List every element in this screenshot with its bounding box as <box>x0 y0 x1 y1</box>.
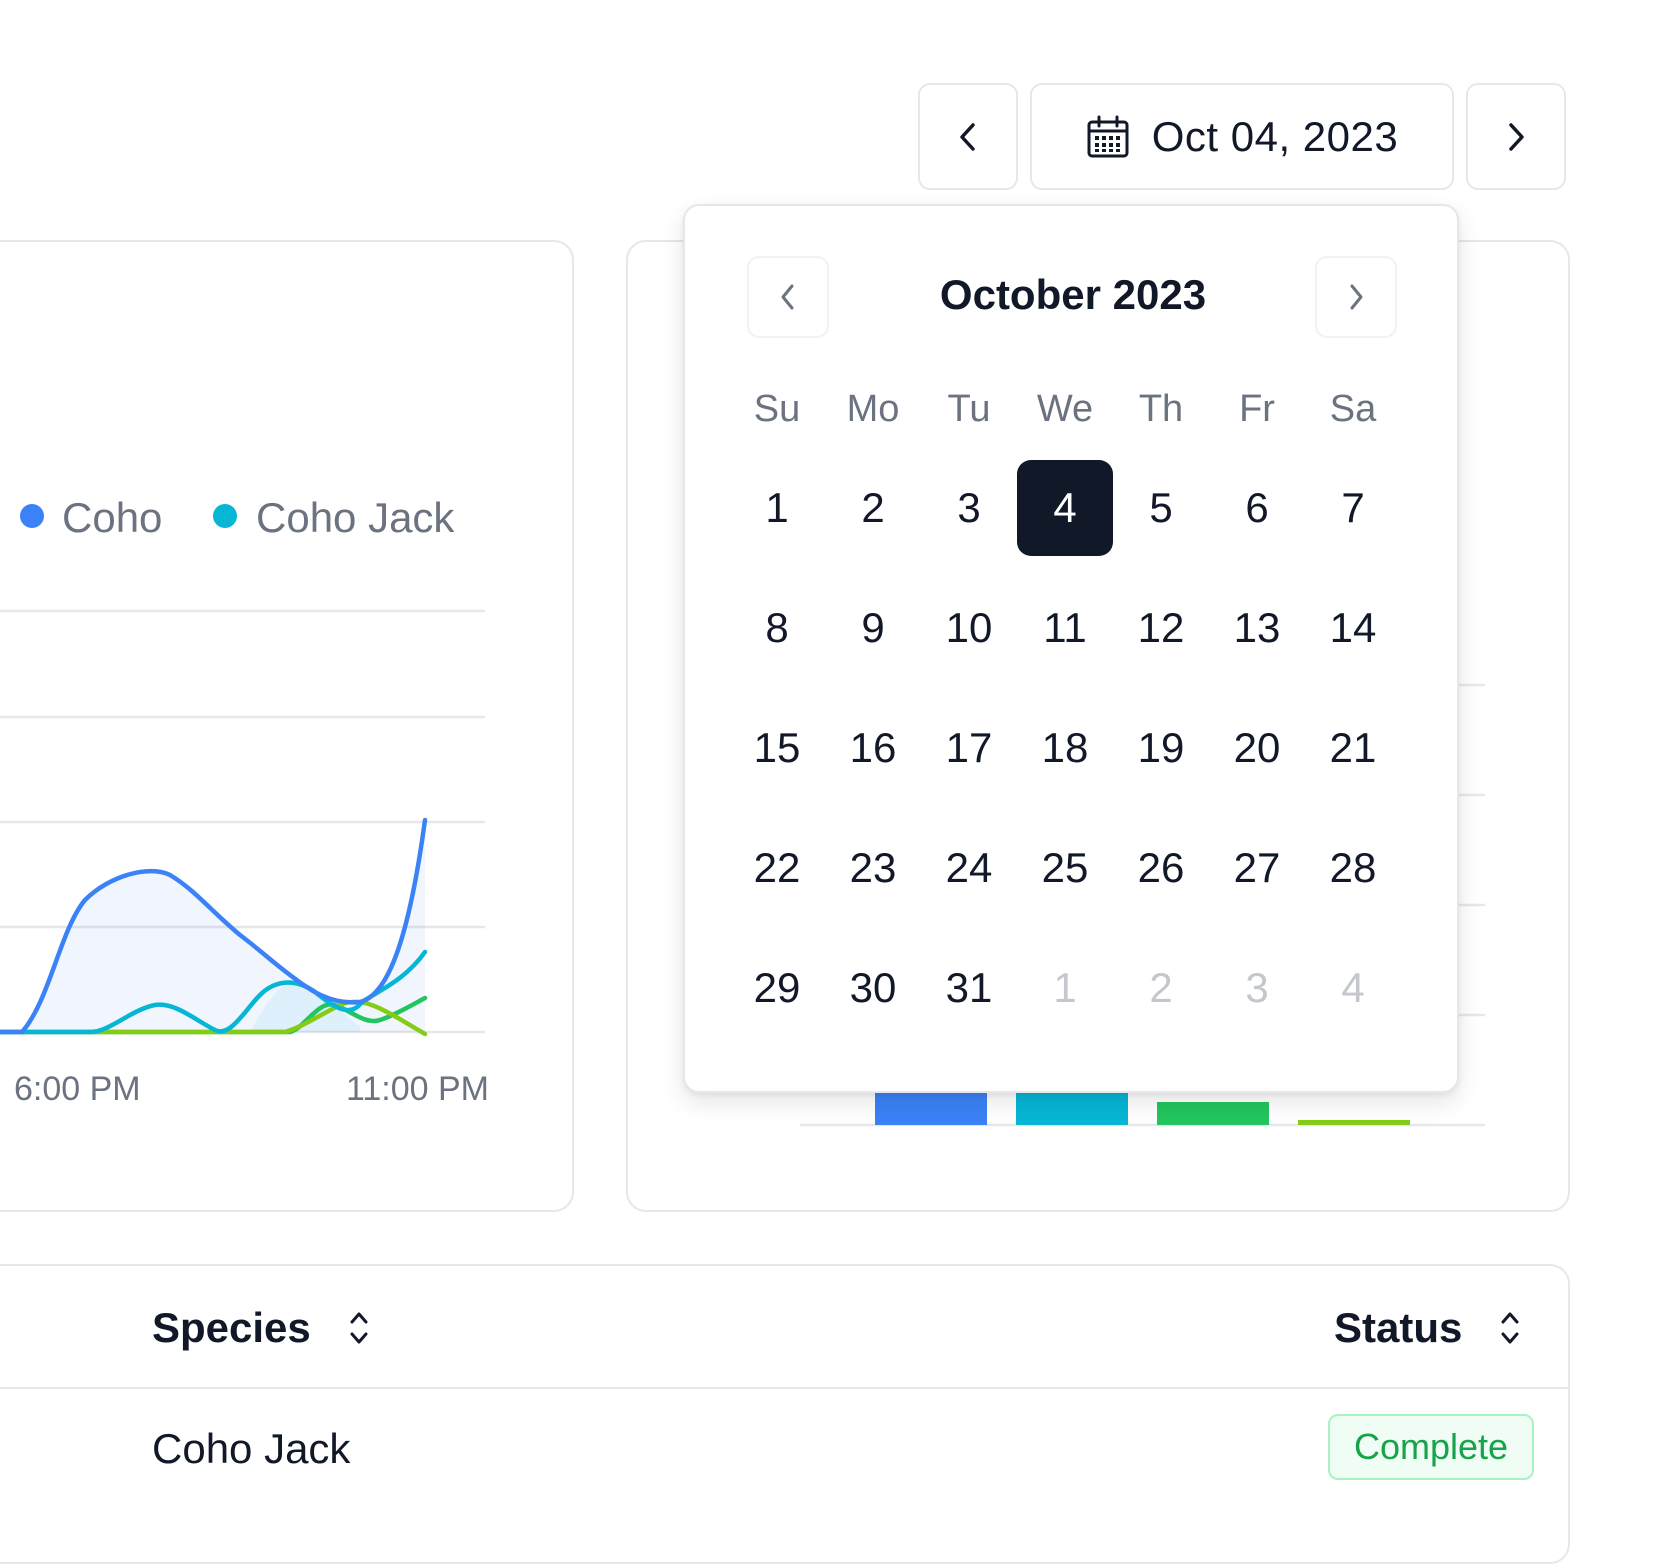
calendar-day-outside-month[interactable]: 4 <box>1341 964 1365 1011</box>
next-day-button[interactable] <box>1466 83 1566 190</box>
status-badge: Complete <box>1328 1414 1534 1480</box>
line-chart-card <box>0 240 574 1212</box>
calendar-day[interactable]: 6 <box>1245 484 1269 531</box>
chevron-left-icon <box>960 122 975 151</box>
calendar-day-outside-month[interactable]: 1 <box>1053 964 1077 1011</box>
legend-dot-coho-jack <box>213 504 237 528</box>
calendar-month-title: October 2023 <box>939 271 1207 318</box>
chevron-left-icon <box>781 284 794 310</box>
species-cell: Coho Jack <box>152 1425 351 1472</box>
weekday-label: Fr <box>1239 388 1275 430</box>
calendar-popover: October 2023 Su Mo Tu We Th Fr Sa 1 2 3 4 5 6 7 8 9 10 1… <box>683 204 1459 1093</box>
calendar-day[interactable]: 19 <box>1137 724 1185 771</box>
prev-day-button[interactable] <box>918 83 1018 190</box>
species-column-header[interactable]: Species <box>152 1307 371 1349</box>
calendar-day[interactable]: 23 <box>849 844 897 891</box>
calendar-day[interactable]: 17 <box>945 724 993 771</box>
sort-icon <box>350 1312 368 1344</box>
weekday-label: Th <box>1138 388 1184 430</box>
calendar-day[interactable]: 27 <box>1233 844 1281 891</box>
calendar-day[interactable]: 25 <box>1041 844 1089 891</box>
legend-label-coho: Coho <box>62 494 163 541</box>
weekday-label: We <box>1036 388 1094 430</box>
calendar-day[interactable]: 10 <box>945 604 993 651</box>
selected-date-label: Oct 04, 2023 <box>1151 112 1399 160</box>
legend-dot-coho <box>20 504 44 528</box>
calendar-day[interactable]: 31 <box>945 964 993 1011</box>
calendar-day[interactable]: 14 <box>1329 604 1377 651</box>
calendar-day[interactable]: 5 <box>1149 484 1173 531</box>
series-line-lime <box>0 999 428 1037</box>
calendar-day[interactable]: 15 <box>753 724 801 771</box>
sort-icon <box>1501 1312 1519 1344</box>
weekday-label: Su <box>753 388 801 430</box>
coho-area <box>0 820 425 1032</box>
calendar-day[interactable]: 11 <box>1043 604 1087 651</box>
legend-label-coho-jack: Coho Jack <box>256 494 455 541</box>
calendar-day[interactable]: 9 <box>861 604 885 651</box>
calendar-day[interactable]: 12 <box>1137 604 1185 651</box>
table-header-divider <box>0 1387 1569 1389</box>
calendar-icon <box>1087 115 1129 157</box>
x-tick-label: 6:00 PM <box>14 1070 141 1108</box>
calendar-day-outside-month[interactable]: 3 <box>1245 964 1269 1011</box>
calendar-day[interactable]: 24 <box>945 844 993 891</box>
line-chart-plot <box>0 609 485 1037</box>
prev-month-button[interactable] <box>747 256 829 338</box>
x-tick-label: 11:00 PM <box>346 1070 490 1108</box>
species-header-label: Species <box>152 1304 311 1351</box>
calendar-day[interactable]: 16 <box>849 724 897 771</box>
calendar-day[interactable]: 21 <box>1329 724 1377 771</box>
calendar-day[interactable]: 1 <box>765 484 789 531</box>
calendar-day[interactable]: 22 <box>753 844 801 891</box>
calendar-day[interactable]: 26 <box>1137 844 1185 891</box>
calendar-day[interactable]: 8 <box>765 604 789 651</box>
calendar-day-selected[interactable]: 4 <box>1017 460 1113 556</box>
calendar-day-outside-month[interactable]: 2 <box>1149 964 1173 1011</box>
status-column-header[interactable]: Status <box>1334 1307 1522 1349</box>
date-picker-button[interactable]: Oct 04, 2023 <box>1030 83 1454 190</box>
calendar-day[interactable]: 29 <box>753 964 801 1011</box>
weekday-label: Sa <box>1329 388 1377 430</box>
bar-green <box>1157 1102 1269 1125</box>
bar-lime <box>1298 1120 1410 1125</box>
calendar-day[interactable]: 7 <box>1341 484 1365 531</box>
calendar-day[interactable]: 20 <box>1233 724 1281 771</box>
next-month-button[interactable] <box>1315 256 1397 338</box>
series-line-coho <box>0 817 428 1035</box>
calendar-day[interactable]: 13 <box>1233 604 1281 651</box>
weekday-label: Tu <box>947 388 991 430</box>
calendar-day[interactable]: 18 <box>1041 724 1089 771</box>
calendar-day[interactable]: 2 <box>861 484 885 531</box>
chevron-right-icon <box>1350 284 1363 310</box>
chevron-right-icon <box>1509 122 1524 151</box>
calendar-day[interactable]: 3 <box>957 484 981 531</box>
status-header-label: Status <box>1334 1304 1463 1351</box>
calendar-day[interactable]: 28 <box>1329 844 1377 891</box>
weekday-label: Mo <box>846 388 900 430</box>
coho-jack-area <box>250 979 360 1032</box>
calendar-day[interactable]: 30 <box>849 964 897 1011</box>
